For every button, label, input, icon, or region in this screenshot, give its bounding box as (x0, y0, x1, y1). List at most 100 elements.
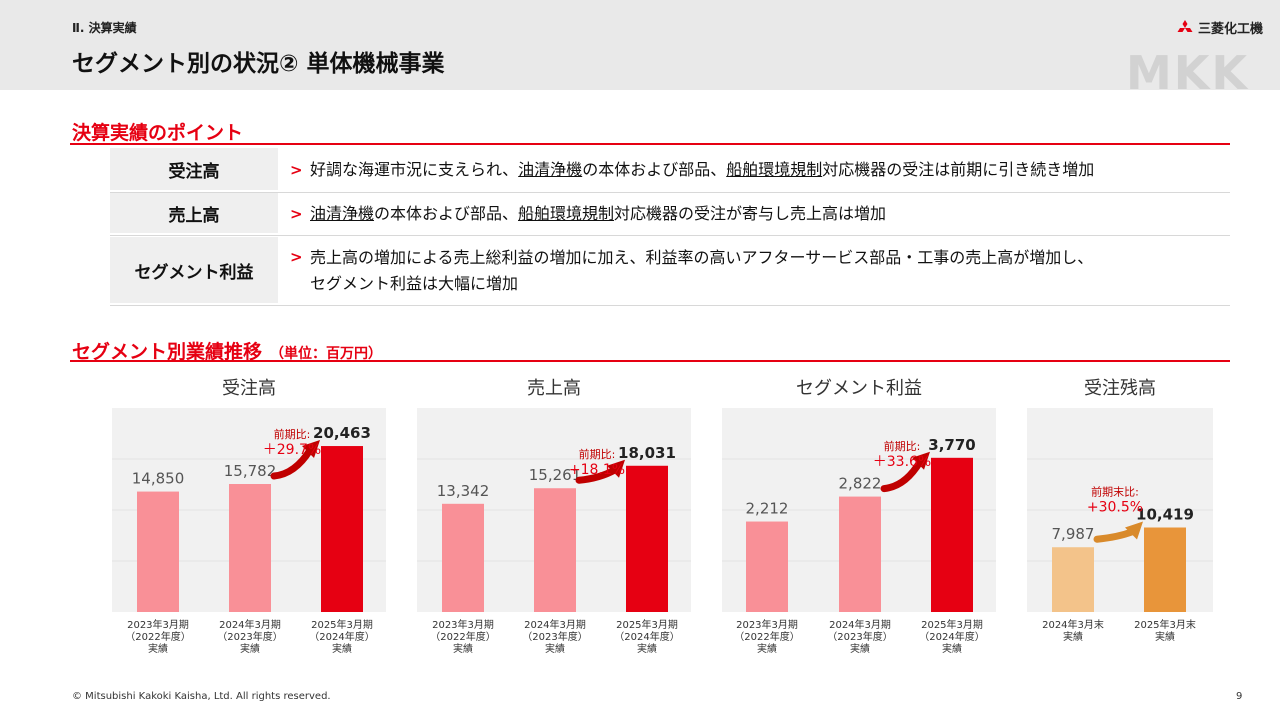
points-row-text: 売上高の増加による売上総利益の増加に加え、利益率の高いアフターサービス部品・工事… (310, 245, 1093, 297)
text-segment-underlined: 船舶環境規制 (518, 204, 615, 223)
data-label: 14,850 (132, 470, 185, 488)
tick-label: 実績 (942, 642, 962, 655)
growth-arrowhead (912, 451, 930, 470)
tick-label: （2024年度） (919, 630, 984, 643)
tick-label: 実績 (1063, 630, 1083, 643)
tick-label: 実績 (545, 642, 565, 655)
tick-label: 実績 (850, 642, 870, 655)
text-segment-underlined: 油清浄機 (310, 204, 375, 223)
tick-label: 2025年3月期 (921, 618, 983, 631)
growth-label: 前期比: (579, 447, 616, 461)
tick-label: 2024年3月期 (829, 618, 891, 631)
tick-label: 実績 (332, 642, 352, 655)
growth-value: +30.5% (1087, 500, 1143, 516)
growth-label: 前期比: (884, 439, 921, 453)
page-title: セグメント別の状況② 単体機械事業 (72, 51, 445, 77)
points-row-text: 好調な海運市況に支えられ、油清浄機の本体および部品、船舶環境規制対応機器の受注は… (310, 157, 1094, 183)
data-label: 2,822 (839, 475, 882, 493)
bar (137, 491, 179, 612)
tick-label: 2023年3月期 (127, 618, 189, 631)
tick-label: 2023年3月期 (736, 618, 798, 631)
points-row-label: セグメント利益 (110, 237, 278, 303)
growth-label: 前期末比: (1091, 485, 1139, 499)
tick-label: （2023年度） (827, 630, 892, 643)
tick-label: （2022年度） (734, 630, 799, 643)
points-row-orders: 受注高 > 好調な海運市況に支えられ、油清浄機の本体および部品、船舶環境規制対応… (110, 148, 1230, 193)
logo-text: 三菱化工機 (1198, 22, 1264, 37)
text-segment: の本体および部品、 (374, 204, 519, 223)
three-diamonds-icon (1177, 19, 1193, 32)
bullet-icon: > (290, 205, 303, 223)
points-rule (70, 143, 1230, 145)
tick-label: 2024年3月期 (219, 618, 281, 631)
growth-value: +18.1% (569, 462, 625, 478)
bar (626, 465, 668, 612)
chart-title-sales: 売上高 (527, 378, 581, 399)
bullet-icon: > (290, 248, 303, 266)
text-segment: 対応機器の受注が寄与し売上高は増加 (614, 204, 887, 223)
tick-label: 実績 (637, 642, 657, 655)
growth-arrow (270, 446, 314, 480)
text-segment: 好調な海運市況に支えられ、 (310, 160, 519, 179)
text-segment-underlined: 油清浄機 (518, 160, 583, 179)
tick-label: 実績 (757, 642, 777, 655)
header-band (0, 0, 1280, 90)
data-label: 10,419 (1136, 506, 1194, 524)
bar (931, 457, 973, 612)
performance-heading: セグメント別業績推移 （単位：百万円） (72, 337, 382, 364)
tick-label: 実績 (148, 642, 168, 655)
text-line: セグメント利益は大幅に増加 (310, 274, 519, 293)
growth-arrow (880, 458, 924, 493)
bar (534, 488, 576, 612)
points-heading: 決算実績のポイント (72, 122, 244, 144)
tick-label: （2022年度） (430, 630, 495, 643)
performance-heading-text: セグメント別業績推移 (72, 341, 263, 363)
bullet-icon: > (290, 161, 303, 179)
tick-label: （2023年度） (217, 630, 282, 643)
performance-rule (70, 360, 1230, 362)
tick-label: 実績 (453, 642, 473, 655)
points-row-label: 受注高 (110, 148, 278, 190)
tick-label: （2024年度） (614, 630, 679, 643)
growth-value: ＋29.7% (263, 442, 321, 458)
chart-title-segment-profit: セグメント利益 (796, 378, 922, 399)
data-label: 13,342 (437, 482, 490, 500)
growth-arrowhead (607, 459, 625, 478)
tick-label: 実績 (240, 642, 260, 655)
chart-title-order-backlog: 受注残高 (1084, 378, 1156, 399)
bar (1144, 527, 1186, 612)
tick-label: 2023年3月期 (432, 618, 494, 631)
tick-label: （2022年度） (125, 630, 190, 643)
data-label: 15,782 (224, 462, 277, 480)
points-row-label: 売上高 (110, 193, 278, 233)
tick-label: 2025年3月末 (1134, 618, 1196, 631)
points-row-text: 油清浄機の本体および部品、船舶環境規制対応機器の受注が寄与し売上高は増加 (310, 201, 886, 227)
tick-label: 2025年3月期 (311, 618, 373, 631)
data-label: 3,770 (928, 436, 975, 454)
growth-arrow (1093, 528, 1137, 543)
data-label: 2,212 (746, 500, 789, 518)
company-logo: 三菱化工機 (1176, 18, 1263, 37)
bar (839, 496, 881, 612)
section-label: Ⅱ. 決算実績 (72, 21, 137, 35)
growth-value: ＋33.6% (873, 454, 931, 470)
bar (1052, 547, 1094, 612)
tick-label: （2024年度） (309, 630, 374, 643)
growth-arrowhead (302, 440, 320, 459)
tick-label: 実績 (1155, 630, 1175, 643)
tick-label: 2024年3月期 (524, 618, 586, 631)
bar (442, 503, 484, 612)
tick-label: （2023年度） (522, 630, 587, 643)
growth-label: 前期比: (274, 427, 311, 441)
data-label: 15,261 (529, 466, 582, 484)
data-label: 20,463 (313, 424, 371, 442)
chart-title-orders: 受注高 (222, 378, 276, 399)
text-line: 売上高の増加による売上総利益の増加に加え、利益率の高いアフターサービス部品・工事… (310, 248, 1094, 267)
text-segment: 対応機器の受注は前期に引き続き増加 (822, 160, 1095, 179)
tick-label: 2024年3月末 (1042, 618, 1104, 631)
data-label: 18,031 (618, 444, 676, 462)
points-row-profit: セグメント利益 > 売上高の増加による売上総利益の増加に加え、利益率の高いアフタ… (110, 237, 1230, 306)
points-row-sales: 売上高 > 油清浄機の本体および部品、船舶環境規制対応機器の受注が寄与し売上高は… (110, 193, 1230, 236)
growth-arrowhead (1125, 521, 1143, 540)
